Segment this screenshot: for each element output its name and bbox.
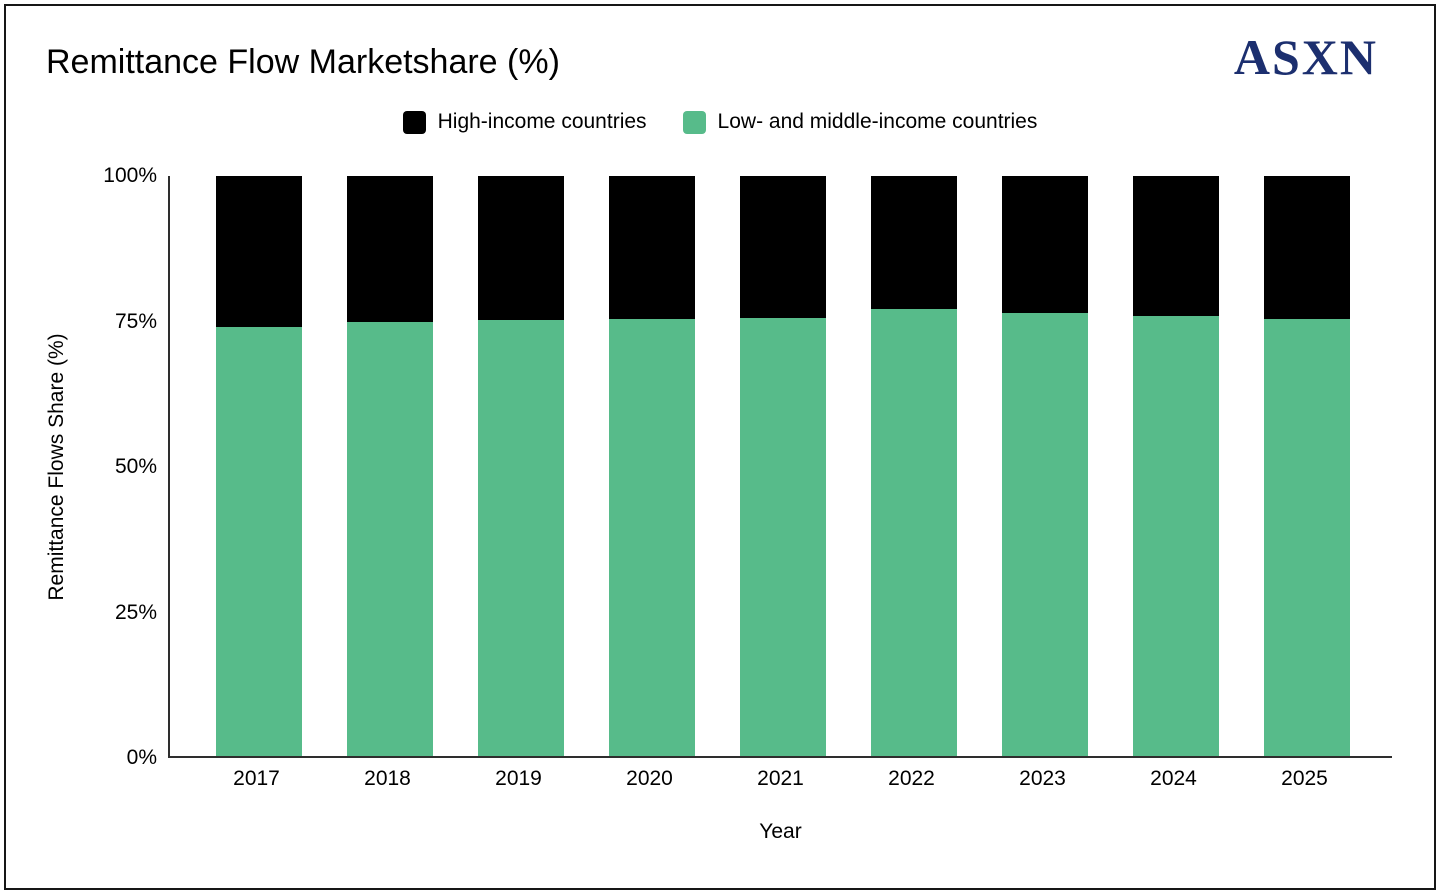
stacked-bar-2019 — [477, 176, 564, 756]
bar-segment-high-income-2018 — [346, 176, 433, 322]
bar-slot-2023 — [979, 176, 1110, 756]
x-tick-label-2022: 2022 — [888, 767, 935, 790]
bar-segment-high-income-2025 — [1263, 176, 1350, 319]
bar-slot-2020 — [586, 176, 717, 756]
legend-label-lmic: Low- and middle-income countries — [717, 110, 1038, 133]
stacked-bar-2020 — [608, 176, 695, 756]
y-tick-label-100: 100% — [103, 164, 157, 187]
y-axis-ticks: 0% 25% 50% 75% 100% — [0, 164, 157, 769]
stacked-bar-2021 — [739, 176, 826, 756]
bar-segment-lmic-2024 — [1132, 315, 1219, 756]
legend-swatch-lmic — [682, 110, 706, 134]
plot-area — [168, 176, 1392, 758]
bar-segment-high-income-2017 — [215, 176, 302, 327]
y-tick-label-75: 75% — [114, 309, 157, 333]
bar-segment-lmic-2019 — [477, 319, 564, 756]
bar-segment-lmic-2021 — [739, 317, 826, 756]
stacked-bar-2024 — [1132, 176, 1219, 756]
x-tick-label-2020: 2020 — [626, 767, 673, 790]
bar-slot-2019 — [455, 176, 586, 756]
x-tick-label-2025: 2025 — [1281, 767, 1328, 790]
x-tick-label-2024: 2024 — [1150, 767, 1197, 790]
bar-slot-2021 — [717, 176, 848, 756]
bar-slot-2022 — [848, 176, 979, 756]
x-tick-label-2021: 2021 — [757, 767, 804, 790]
legend-swatch-high-income — [402, 110, 426, 134]
bar-slot-2018 — [324, 176, 455, 756]
stacked-bar-2017 — [215, 176, 302, 756]
bar-segment-high-income-2021 — [739, 176, 826, 318]
stacked-bar-2023 — [1001, 176, 1088, 756]
bar-segment-lmic-2025 — [1263, 318, 1350, 756]
legend: High-income countries Low- and middle-in… — [0, 110, 1440, 134]
bar-segment-high-income-2023 — [1001, 176, 1088, 313]
bar-segment-high-income-2019 — [477, 176, 564, 320]
bar-segment-high-income-2020 — [608, 176, 695, 319]
x-axis-title: Year — [759, 820, 802, 843]
x-tick-label-2019: 2019 — [495, 767, 542, 790]
stacked-bar-2022 — [870, 176, 957, 756]
chart-title: Remittance Flow Marketshare (%) — [46, 43, 560, 81]
stacked-bar-2018 — [346, 176, 433, 756]
x-tick-label-2018: 2018 — [364, 767, 411, 790]
y-tick-label-0: 0% — [126, 746, 157, 769]
bar-segment-lmic-2023 — [1001, 312, 1088, 756]
bar-segment-lmic-2022 — [870, 308, 957, 756]
x-tick-label-2023: 2023 — [1019, 767, 1066, 790]
bar-segment-lmic-2020 — [608, 318, 695, 756]
bar-segment-lmic-2017 — [215, 326, 302, 756]
legend-label-high-income: High-income countries — [437, 110, 647, 133]
legend-item-lmic: Low- and middle-income countries — [682, 110, 1038, 134]
bar-slot-2017 — [193, 176, 324, 756]
x-axis-labels: 2017 2018 2019 2020 2021 2022 2023 2024 2025 — [191, 767, 1370, 791]
bar-segment-lmic-2018 — [346, 321, 433, 756]
x-tick-label-2017: 2017 — [233, 767, 280, 790]
y-tick-label-25: 25% — [114, 600, 157, 624]
bar-slot-2024 — [1110, 176, 1241, 756]
y-tick-label-50: 50% — [114, 455, 157, 478]
asxn-logo: ASXN — [1233, 29, 1378, 85]
legend-item-high-income: High-income countries — [402, 110, 647, 134]
bar-slot-2025 — [1241, 176, 1372, 756]
bar-segment-high-income-2024 — [1132, 176, 1219, 316]
stacked-bar-2025 — [1263, 176, 1350, 756]
bar-segment-high-income-2022 — [870, 176, 957, 309]
